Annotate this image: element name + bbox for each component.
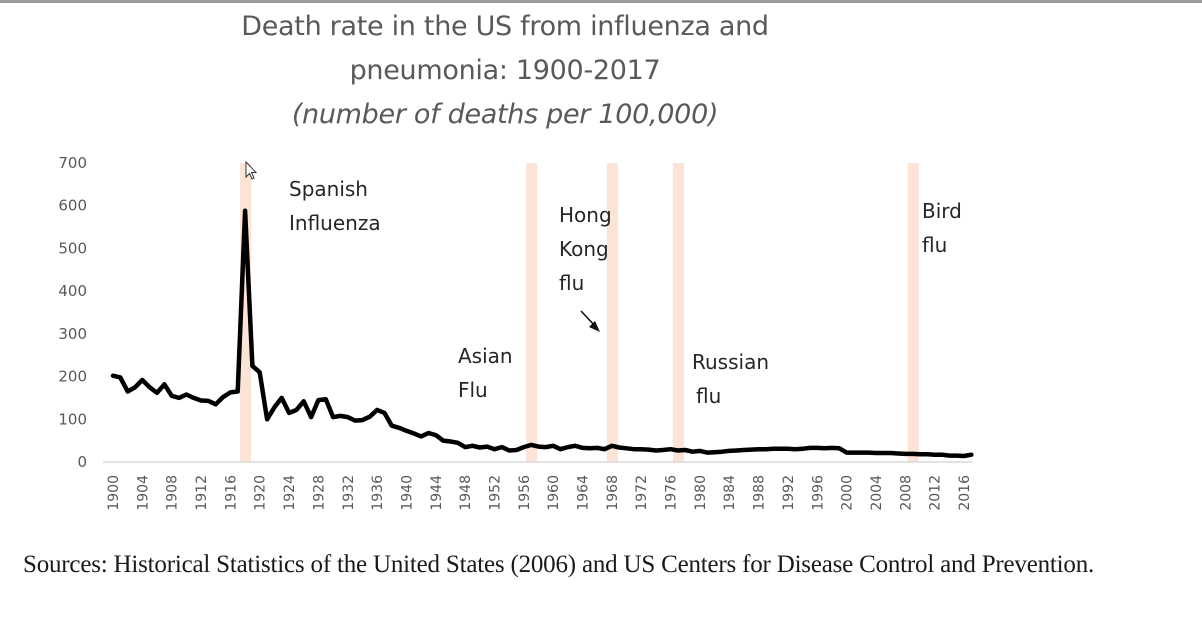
y-tick-label: 100 (58, 410, 87, 428)
x-tick-label: 1936 (370, 475, 386, 511)
x-tick-label: 1908 (165, 475, 181, 511)
mouse-cursor-icon (245, 160, 258, 180)
annotation-label: Asian Flu (458, 344, 513, 402)
x-tick-label: 2004 (869, 475, 885, 511)
chart-title-line-2: pneumonia: 1900-2017 (349, 55, 661, 86)
x-tick-label: 2016 (957, 475, 973, 511)
y-axis-ticks: 0 100 200 300 400 500 600 700 (58, 154, 87, 471)
x-tick-label: 1964 (576, 475, 592, 511)
x-tick-label: 1944 (429, 475, 445, 511)
x-tick-label: 2000 (840, 475, 856, 511)
highlight-band (240, 163, 252, 462)
x-axis-ticks: 1900 1904 1908 1912 1916 1920 1924 1928 1932 1936… (106, 475, 973, 511)
x-tick-label: 1956 (517, 475, 533, 511)
y-tick-label: 300 (58, 325, 87, 343)
y-tick-label: 400 (58, 282, 87, 300)
source-note: Sources: Historical Statistics of the Un… (23, 551, 1095, 578)
annotation-label: Bird flu (922, 199, 962, 257)
annotation-label: Russian flu (692, 350, 769, 408)
x-tick-label: 1992 (781, 475, 797, 511)
chart-title-line-1: Death rate in the US from influenza and (241, 11, 769, 42)
x-tick-label: 1968 (605, 475, 621, 511)
series-line (110, 208, 974, 459)
highlight-band (526, 163, 538, 462)
x-tick-label: 1916 (223, 475, 239, 511)
x-tick-label: 1928 (311, 475, 327, 511)
highlight-band (907, 163, 919, 462)
x-tick-label: 1924 (282, 475, 298, 511)
window-top-border (0, 0, 1202, 3)
chart-subtitle: (number of deaths per 100,000) (291, 99, 719, 130)
highlight-band (672, 163, 684, 462)
x-tick-label: 1952 (487, 475, 503, 511)
series-layer (110, 208, 974, 459)
x-tick-label: 1900 (106, 475, 122, 511)
x-tick-label: 1996 (810, 475, 826, 511)
y-tick-label: 500 (58, 239, 87, 257)
x-tick-label: 1904 (135, 475, 151, 511)
x-tick-label: 1912 (194, 475, 210, 511)
annotation-label: Hong Kong flu (559, 203, 612, 295)
highlight-bands (240, 163, 919, 462)
annotations: Spanish Influenza Asian Flu Hong Kong flu Russi… (289, 177, 962, 408)
x-tick-label: 1984 (722, 475, 738, 511)
highlight-band (606, 163, 618, 462)
x-tick-label: 1988 (752, 475, 768, 511)
arrowhead-icon (589, 321, 600, 332)
x-tick-label: 1932 (341, 475, 357, 511)
x-tick-label: 1948 (458, 475, 474, 511)
x-tick-label: 2012 (928, 475, 944, 511)
y-tick-label: 600 (58, 197, 87, 215)
x-tick-label: 1972 (634, 475, 650, 511)
x-tick-label: 1980 (693, 475, 709, 511)
y-tick-label: 200 (58, 368, 87, 386)
x-tick-label: 1976 (664, 475, 680, 511)
y-tick-label: 700 (58, 154, 87, 172)
x-tick-label: 1940 (399, 475, 415, 511)
x-tick-label: 2008 (898, 475, 914, 511)
annotation-label: Spanish Influenza (289, 177, 381, 235)
x-tick-label: 1960 (546, 475, 562, 511)
x-tick-label: 1920 (253, 475, 269, 511)
y-tick-label: 0 (77, 453, 87, 471)
